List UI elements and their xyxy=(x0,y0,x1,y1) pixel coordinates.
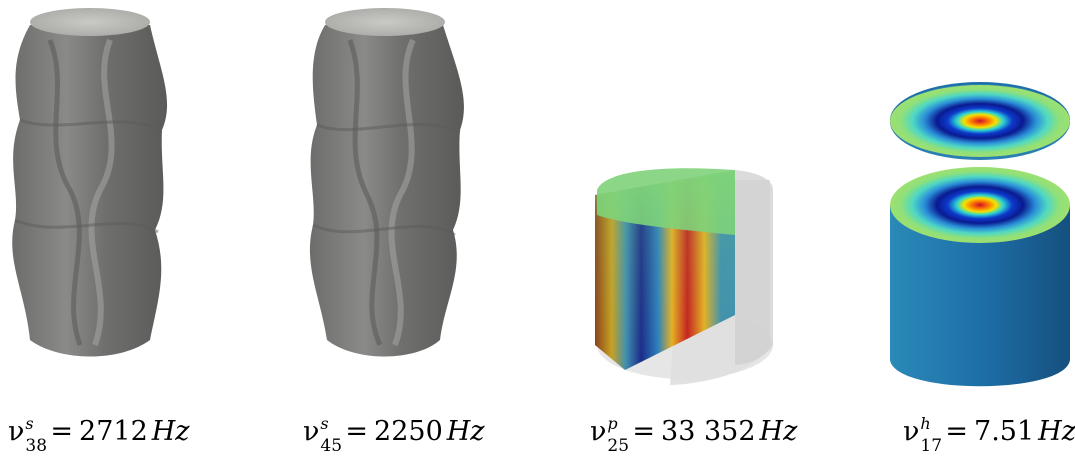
twisted-cylinder-mesh xyxy=(12,8,168,357)
caption-mode-17: ν h 17 = 7.51 Hz xyxy=(903,414,1075,456)
caption-mode-38: ν s 38 = 2712 Hz xyxy=(8,414,190,456)
half-cut-cylinder xyxy=(595,168,773,385)
exploded-cylinder-with-field xyxy=(890,82,1070,387)
caption-mode-45: ν s 45 = 2250 Hz xyxy=(303,414,485,456)
pressure-mode-25-render xyxy=(585,0,785,390)
helmholtz-mode-17-render xyxy=(885,0,1075,395)
twisted-cylinder-mesh xyxy=(309,8,464,357)
structural-mode-45-render xyxy=(295,0,470,370)
structural-mode-38-render xyxy=(0,0,175,370)
caption-mode-25: ν p 25 = 33 352 Hz xyxy=(590,414,798,456)
